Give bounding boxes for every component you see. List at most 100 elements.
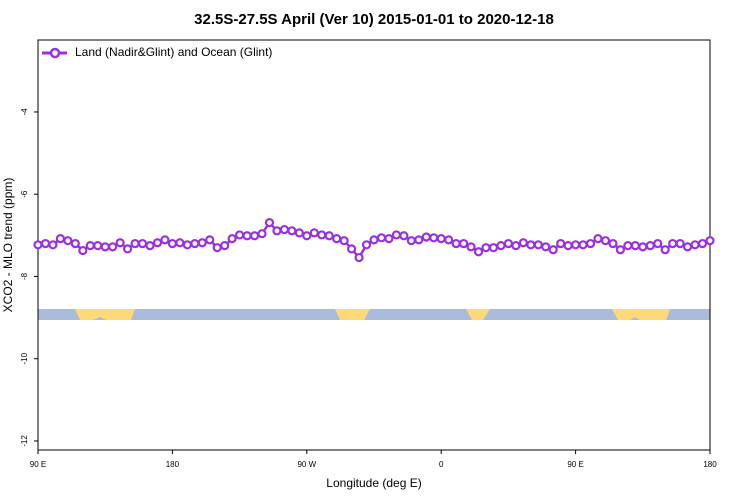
point <box>675 238 685 249</box>
point <box>630 241 640 251</box>
point <box>473 247 484 257</box>
point <box>518 238 528 248</box>
land-band <box>466 309 490 320</box>
point <box>197 238 207 248</box>
point <box>294 228 304 238</box>
y-tick-label: -6 <box>20 190 29 198</box>
point <box>451 238 461 249</box>
x-tick-label: 0 <box>439 460 444 469</box>
point <box>697 238 708 249</box>
point <box>55 234 66 244</box>
point <box>481 243 491 253</box>
y-tick-label: -4 <box>20 108 29 116</box>
point <box>548 245 558 255</box>
point <box>444 235 454 245</box>
point <box>593 234 603 244</box>
point <box>130 238 140 249</box>
point <box>220 241 230 251</box>
point <box>354 252 364 263</box>
point <box>70 238 80 249</box>
point <box>145 241 155 251</box>
point <box>175 238 185 248</box>
point <box>332 234 342 244</box>
legend: Land (Nadir&Glint) and Ocean (Glint) <box>42 45 272 59</box>
point <box>212 243 222 253</box>
point <box>182 240 192 250</box>
y-tick-label: -12 <box>20 435 29 447</box>
point <box>466 242 476 252</box>
point <box>242 231 252 241</box>
point <box>339 236 349 246</box>
point <box>33 240 43 250</box>
y-tick-label: -10 <box>20 352 29 364</box>
point <box>369 235 379 245</box>
point <box>137 238 148 249</box>
x-tick-label: 180 <box>703 460 717 469</box>
point <box>48 240 58 250</box>
point <box>93 241 103 251</box>
point <box>122 244 133 254</box>
point <box>235 230 245 240</box>
point <box>653 238 663 249</box>
point <box>488 243 499 253</box>
point <box>167 238 177 249</box>
point <box>227 234 237 244</box>
point <box>347 244 357 254</box>
point <box>115 238 125 248</box>
x-tick-label: 90 E <box>567 460 583 469</box>
point <box>40 238 51 249</box>
point <box>100 242 110 252</box>
point <box>272 226 282 236</box>
point <box>541 242 551 252</box>
chart-title: 32.5S-27.5S April (Ver 10) 2015-01-01 to… <box>194 11 554 28</box>
x-tick-label: 90 E <box>30 460 46 469</box>
point <box>190 238 200 249</box>
point <box>279 224 289 235</box>
point <box>690 240 700 250</box>
point <box>376 233 387 243</box>
point <box>600 236 611 246</box>
point <box>309 228 319 238</box>
point <box>511 241 521 251</box>
point <box>264 217 275 228</box>
point <box>85 241 95 251</box>
point <box>608 238 618 249</box>
point <box>399 231 409 241</box>
land-ocean-band <box>38 309 710 320</box>
point <box>391 230 401 240</box>
x-tick-label: 180 <box>166 460 180 469</box>
legend-label: Land (Nadir&Glint) and Ocean (Glint) <box>75 45 272 59</box>
point <box>645 241 655 251</box>
point <box>429 233 439 243</box>
point <box>421 232 431 242</box>
point <box>205 235 215 245</box>
land-band <box>335 309 370 320</box>
point <box>160 235 170 245</box>
land-band <box>75 309 135 320</box>
point <box>526 240 536 250</box>
y-axis-label: XCO2 - MLO trend (ppm) <box>1 178 15 313</box>
point <box>78 245 88 256</box>
point <box>436 234 446 244</box>
point <box>496 241 506 251</box>
point <box>414 235 424 245</box>
point <box>705 236 715 246</box>
point <box>108 242 118 252</box>
y-tick-label: -8 <box>20 272 29 280</box>
point <box>257 229 267 239</box>
point <box>585 238 596 249</box>
point <box>503 238 513 249</box>
point <box>459 238 469 249</box>
point <box>533 240 543 250</box>
point <box>563 241 573 251</box>
point <box>615 245 626 255</box>
point <box>317 230 327 240</box>
point <box>660 245 670 255</box>
point <box>638 242 648 252</box>
point <box>324 231 334 241</box>
point <box>384 234 394 244</box>
point <box>287 226 297 236</box>
x-tick-label: 90 W <box>297 460 316 469</box>
